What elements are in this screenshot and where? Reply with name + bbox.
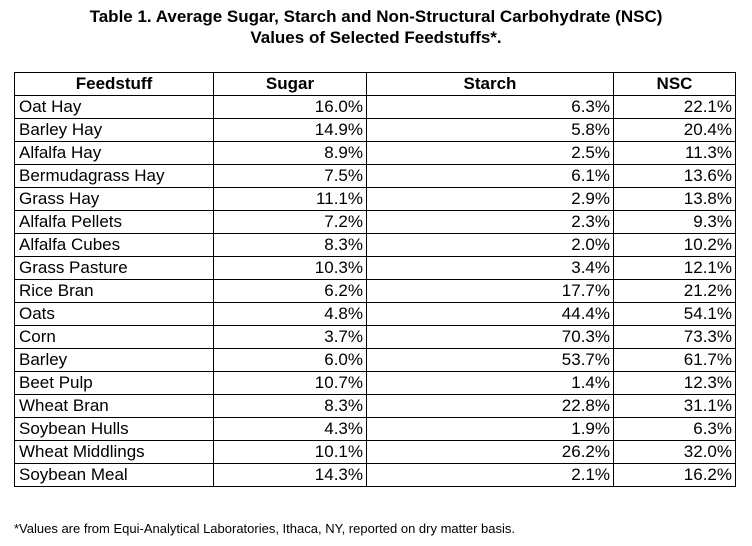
sugar-cell: 10.3%: [213, 256, 367, 280]
nsc-cell: 22.1%: [613, 95, 736, 119]
nsc-cell: 9.3%: [613, 210, 736, 234]
table-title-line-2: Values of Selected Feedstuffs*.: [250, 28, 502, 47]
sugar-cell: 6.0%: [213, 348, 367, 372]
table-row: Bermudagrass Hay 7.5% 6.1% 13.6%: [14, 164, 736, 188]
feedstuff-cell: Grass Hay: [14, 187, 214, 211]
feedstuff-cell: Alfalfa Cubes: [14, 233, 214, 257]
nsc-cell: 61.7%: [613, 348, 736, 372]
table-title-line-1: Table 1. Average Sugar, Starch and Non-S…: [89, 7, 663, 26]
nsc-cell: 54.1%: [613, 302, 736, 326]
nsc-cell: 10.2%: [613, 233, 736, 257]
nsc-cell: 73.3%: [613, 325, 736, 349]
table-row: Rice Bran 6.2% 17.7% 21.2%: [14, 279, 736, 303]
feedstuff-cell: Barley Hay: [14, 118, 214, 142]
table-row: Grass Hay 11.1% 2.9% 13.8%: [14, 187, 736, 211]
sugar-cell: 7.5%: [213, 164, 367, 188]
nsc-cell: 11.3%: [613, 141, 736, 165]
feedstuff-cell: Soybean Hulls: [14, 417, 214, 441]
feedstuff-cell: Wheat Middlings: [14, 440, 214, 464]
table-row: Wheat Bran 8.3% 22.8% 31.1%: [14, 394, 736, 418]
sugar-cell: 6.2%: [213, 279, 367, 303]
nsc-cell: 16.2%: [613, 463, 736, 487]
starch-cell: 17.7%: [366, 279, 614, 303]
column-header-starch: Starch: [366, 72, 614, 96]
feedstuff-cell: Corn: [14, 325, 214, 349]
table-body: Oat Hay 16.0% 6.3% 22.1% Barley Hay 14.9% 5.8%…: [14, 95, 736, 487]
nsc-cell: 20.4%: [613, 118, 736, 142]
nsc-cell: 6.3%: [613, 417, 736, 441]
feedstuff-cell: Rice Bran: [14, 279, 214, 303]
sugar-cell: 10.1%: [213, 440, 367, 464]
feedstuff-cell: Soybean Meal: [14, 463, 214, 487]
sugar-cell: 4.8%: [213, 302, 367, 326]
nsc-cell: 13.6%: [613, 164, 736, 188]
sugar-cell: 4.3%: [213, 417, 367, 441]
starch-cell: 2.1%: [366, 463, 614, 487]
sugar-cell: 8.3%: [213, 394, 367, 418]
sugar-cell: 11.1%: [213, 187, 367, 211]
feedstuff-cell: Bermudagrass Hay: [14, 164, 214, 188]
starch-cell: 53.7%: [366, 348, 614, 372]
feedstuff-cell: Alfalfa Hay: [14, 141, 214, 165]
table-row: Wheat Middlings 10.1% 26.2% 32.0%: [14, 440, 736, 464]
header-row: Feedstuff Sugar Starch NSC: [14, 72, 736, 96]
table-row: Barley Hay 14.9% 5.8% 20.4%: [14, 118, 736, 142]
table-title: Table 1. Average Sugar, Starch and Non-S…: [0, 6, 752, 48]
sugar-cell: 10.7%: [213, 371, 367, 395]
sugar-cell: 8.9%: [213, 141, 367, 165]
column-header-feedstuff: Feedstuff: [14, 72, 214, 96]
feedstuff-cell: Barley: [14, 348, 214, 372]
starch-cell: 3.4%: [366, 256, 614, 280]
starch-cell: 2.5%: [366, 141, 614, 165]
table-row: Soybean Meal 14.3% 2.1% 16.2%: [14, 463, 736, 487]
feedstuff-cell: Alfalfa Pellets: [14, 210, 214, 234]
starch-cell: 70.3%: [366, 325, 614, 349]
starch-cell: 5.8%: [366, 118, 614, 142]
sugar-cell: 14.3%: [213, 463, 367, 487]
sugar-cell: 14.9%: [213, 118, 367, 142]
feedstuff-cell: Oat Hay: [14, 95, 214, 119]
table-row: Soybean Hulls 4.3% 1.9% 6.3%: [14, 417, 736, 441]
starch-cell: 6.1%: [366, 164, 614, 188]
feedstuff-cell: Oats: [14, 302, 214, 326]
nsc-cell: 32.0%: [613, 440, 736, 464]
footnote: *Values are from Equi-Analytical Laborat…: [14, 521, 515, 536]
table-row: Corn 3.7% 70.3% 73.3%: [14, 325, 736, 349]
table-row: Oats 4.8% 44.4% 54.1%: [14, 302, 736, 326]
table-row: Barley 6.0% 53.7% 61.7%: [14, 348, 736, 372]
starch-cell: 2.0%: [366, 233, 614, 257]
starch-cell: 26.2%: [366, 440, 614, 464]
nsc-cell: 12.3%: [613, 371, 736, 395]
starch-cell: 22.8%: [366, 394, 614, 418]
table-row: Beet Pulp 10.7% 1.4% 12.3%: [14, 371, 736, 395]
table-row: Alfalfa Cubes 8.3% 2.0% 10.2%: [14, 233, 736, 257]
feedstuff-cell: Beet Pulp: [14, 371, 214, 395]
starch-cell: 6.3%: [366, 95, 614, 119]
column-header-nsc: NSC: [613, 72, 736, 96]
table-row: Alfalfa Hay 8.9% 2.5% 11.3%: [14, 141, 736, 165]
sugar-cell: 8.3%: [213, 233, 367, 257]
feedstuff-cell: Grass Pasture: [14, 256, 214, 280]
sugar-cell: 7.2%: [213, 210, 367, 234]
nsc-cell: 12.1%: [613, 256, 736, 280]
column-header-sugar: Sugar: [213, 72, 367, 96]
starch-cell: 1.4%: [366, 371, 614, 395]
sugar-cell: 16.0%: [213, 95, 367, 119]
table-row: Grass Pasture 10.3% 3.4% 12.1%: [14, 256, 736, 280]
table-row: Alfalfa Pellets 7.2% 2.3% 9.3%: [14, 210, 736, 234]
nsc-cell: 31.1%: [613, 394, 736, 418]
nsc-cell: 21.2%: [613, 279, 736, 303]
starch-cell: 1.9%: [366, 417, 614, 441]
starch-cell: 2.3%: [366, 210, 614, 234]
starch-cell: 2.9%: [366, 187, 614, 211]
feedstuff-cell: Wheat Bran: [14, 394, 214, 418]
starch-cell: 44.4%: [366, 302, 614, 326]
sugar-cell: 3.7%: [213, 325, 367, 349]
table-row: Oat Hay 16.0% 6.3% 22.1%: [14, 95, 736, 119]
nsc-cell: 13.8%: [613, 187, 736, 211]
feedstuff-table: Feedstuff Sugar Starch NSC Oat Hay 16.0% 6…: [14, 72, 736, 487]
